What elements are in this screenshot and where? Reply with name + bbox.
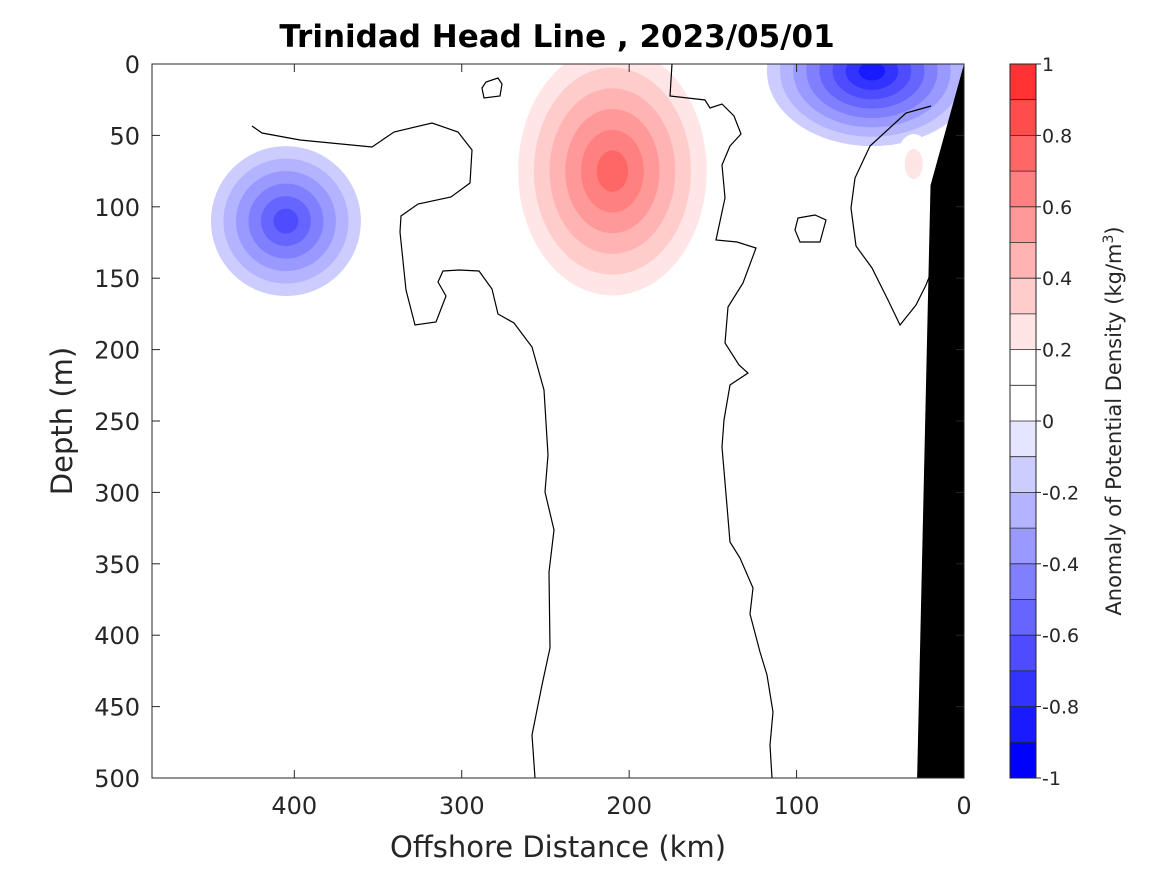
y-tick-label: 500: [94, 765, 140, 793]
colorbar-swatch: [1010, 171, 1036, 207]
colorbar-swatch: [1010, 670, 1036, 707]
anomaly-contour-fills: [210, 64, 964, 317]
colorbar-swatch: [1010, 563, 1036, 600]
colorbar-swatch: [1010, 313, 1036, 350]
negative-anomaly-blob: [210, 146, 361, 297]
colorbar-tick-label: 0.4: [1042, 268, 1072, 290]
colorbar-tick-label: -1: [1042, 768, 1061, 790]
anomaly-level-fill: [904, 148, 923, 179]
colorbar-swatch: [1010, 349, 1036, 386]
x-tick-label: 300: [439, 792, 485, 820]
zero-contour: [794, 214, 827, 243]
x-tick-label: 0: [956, 792, 971, 820]
colorbar-tick-label: 0.8: [1042, 125, 1072, 147]
colorbar-swatch: [1010, 635, 1036, 671]
y-axis: 0 50 100 150 200 250 300 350 400 450 500: [94, 51, 964, 793]
colorbar-swatch: [1010, 206, 1036, 243]
colorbar-swatch: [1010, 135, 1036, 172]
x-axis: 400 300 200 100 0: [271, 64, 972, 820]
colorbar-swatch: [1010, 64, 1036, 100]
anomaly-level-fill: [596, 150, 629, 192]
zero-contour: [850, 105, 933, 327]
zero-contour: [251, 122, 555, 778]
plot-area: 400 300 200 100 0 0 50 100 150 200 250 300 350 400 45…: [94, 51, 972, 820]
x-tick-label: 400: [271, 792, 317, 820]
colorbar-swatch: [1010, 99, 1036, 136]
y-tick-label: 200: [94, 337, 140, 365]
positive-anomaly-blob: [502, 64, 723, 317]
colorbar-swatch: [1010, 242, 1036, 279]
colorbar-swatch: [1010, 528, 1036, 564]
zero-contour: [669, 64, 774, 778]
y-tick-label: 300: [94, 479, 140, 507]
colorbar-swatch: [1010, 742, 1036, 778]
bathymetry-layer: [917, 64, 964, 778]
colorbar-swatch: [1010, 278, 1036, 314]
positive-anomaly-blob: [895, 133, 932, 194]
y-tick-label: 100: [94, 194, 140, 222]
colorbar-tick-label: 0.2: [1042, 340, 1072, 362]
colorbar: 1 0.8 0.6 0.4 0.2 0 -0.2 -0.4 -0.6 -0.8 -1 Anomaly…: [1009, 54, 1126, 790]
colorbar-tick-label: -0.4: [1042, 554, 1079, 576]
colorbar-tick-label: 0.6: [1042, 197, 1072, 219]
y-tick-label: 150: [94, 265, 140, 293]
colorbar-swatch: [1010, 706, 1036, 743]
colorbar-swatch: [1010, 599, 1036, 636]
y-tick-label: 0: [125, 51, 140, 79]
y-tick-label: 350: [94, 551, 140, 579]
colorbar-ticks: 1 0.8 0.6 0.4 0.2 0 -0.2 -0.4 -0.6 -0.8 -1: [1036, 54, 1079, 790]
zero-contour-lines: [251, 64, 933, 778]
chart-title: Trinidad Head Line , 2023/05/01: [279, 19, 834, 55]
colorbar-tick-label: -0.2: [1042, 482, 1079, 504]
colorbar-tick-label: 0: [1042, 411, 1054, 433]
colorbar-tick-label: -0.6: [1042, 625, 1079, 647]
y-axis-title: Depth (m): [45, 347, 79, 495]
colorbar-swatch: [1010, 492, 1036, 529]
zero-contour: [481, 77, 503, 99]
colorbar-tick-label: -0.8: [1042, 697, 1079, 719]
y-tick-label: 50: [109, 122, 140, 150]
anomaly-level-fill: [858, 64, 886, 81]
y-tick-label: 250: [94, 408, 140, 436]
anomaly-level-fill: [273, 208, 299, 234]
colorbar-title-text: Anomaly of Potential Density (kg/m: [1102, 244, 1126, 616]
seafloor-bathymetry: [917, 64, 964, 778]
colorbar-swatch: [1010, 456, 1036, 493]
x-tick-label: 200: [606, 792, 652, 820]
y-tick-label: 400: [94, 622, 140, 650]
colorbar-title-superscript: 3: [1101, 235, 1117, 244]
colorbar-swatches: [1010, 63, 1036, 779]
x-axis-title: Offshore Distance (km): [390, 830, 726, 864]
colorbar-swatch: [1010, 421, 1036, 457]
colorbar-tick-label: 1: [1042, 54, 1054, 76]
y-tick-label: 450: [94, 694, 140, 722]
colorbar-title: Anomaly of Potential Density (kg/m3): [1101, 226, 1126, 615]
x-tick-label: 100: [774, 792, 820, 820]
colorbar-swatch: [1010, 385, 1036, 421]
colorbar-title-close: ): [1102, 226, 1126, 234]
